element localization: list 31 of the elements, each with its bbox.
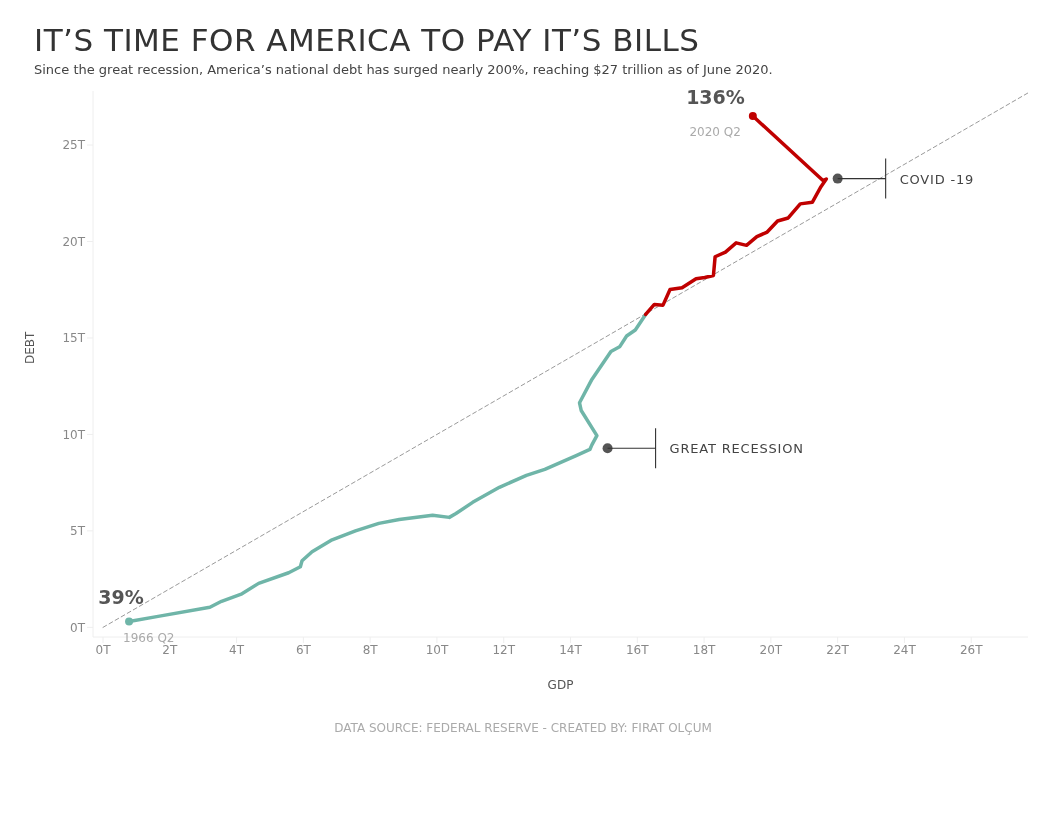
x-tick-label: 10T xyxy=(425,642,449,657)
y-axis-title: DEBT xyxy=(23,330,38,364)
annotation: COVID -19 xyxy=(899,171,975,187)
annotation: GREAT RECESSION xyxy=(669,441,804,457)
x-tick-label: 18T xyxy=(692,642,717,657)
chart-title: IT’S TIME FOR AMERICA TO PAY IT’S BILLS xyxy=(34,22,701,58)
y-tick-label: 5T xyxy=(70,524,86,539)
y-tick-label: 15T xyxy=(62,331,86,346)
annotation: 136% xyxy=(686,86,745,109)
annotation: 1966 Q2 xyxy=(123,630,175,645)
annotation: 2020 Q2 xyxy=(689,125,741,140)
x-tick-label: 26T xyxy=(959,642,984,657)
source-note: DATA SOURCE: FEDERAL RESERVE - CREATED BY: FIRAT OLÇUM xyxy=(333,721,713,735)
x-tick-label: 6T xyxy=(295,642,312,657)
x-tick-label: 2T xyxy=(162,642,178,657)
y-tick-label: 25T xyxy=(62,138,86,153)
chart-subtitle: Since the great recession, America’s national debt has surged nearly 200%, reaching $27 trillion as of June 2020. xyxy=(34,62,774,77)
annotation: 39% xyxy=(98,585,144,608)
x-tick-label: 0T xyxy=(95,642,112,657)
x-tick-label: 4T xyxy=(229,642,245,657)
y-tick-label: 10T xyxy=(62,427,86,442)
y-tick-label: 0T xyxy=(70,620,86,635)
x-tick-label: 24T xyxy=(893,642,917,657)
x-tick-label: 14T xyxy=(559,642,583,657)
y-tick-label: 20T xyxy=(62,234,86,249)
x-tick-label: 8T xyxy=(362,642,379,657)
x-tick-label: 22T xyxy=(826,642,850,657)
x-tick-label: 20T xyxy=(759,642,783,657)
x-tick-label: 16T xyxy=(626,642,650,657)
x-axis-title: GDP xyxy=(547,678,574,692)
x-tick-label: 12T xyxy=(492,642,516,657)
